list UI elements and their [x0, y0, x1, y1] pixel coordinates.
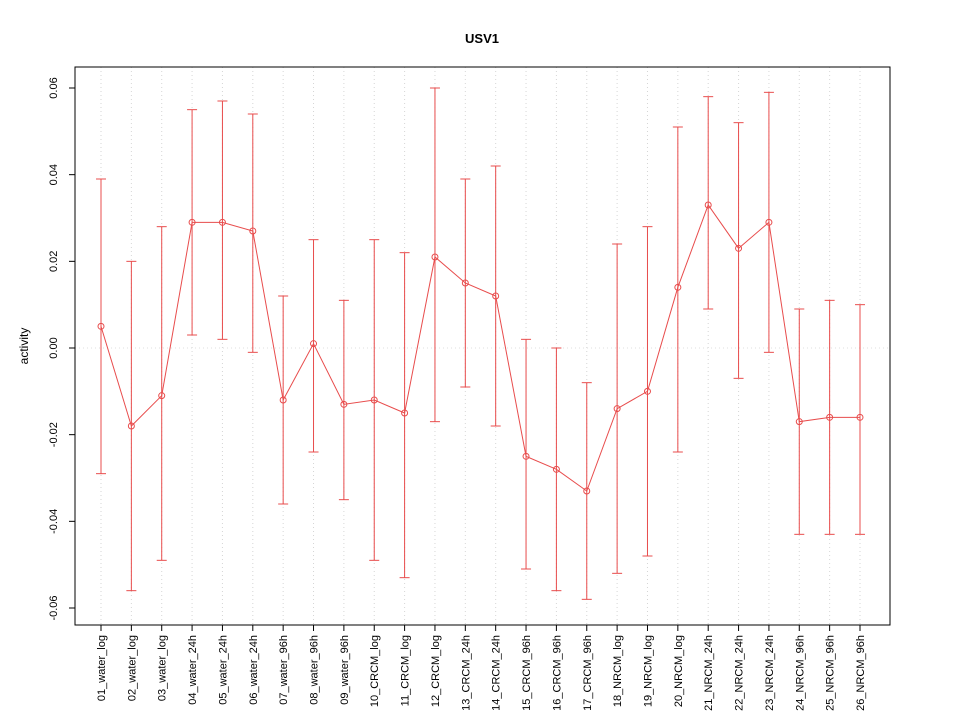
- data-point: [461, 279, 469, 287]
- y-tick-label: -0.02: [48, 422, 60, 447]
- y-axis-label: activity: [17, 328, 31, 365]
- x-tick-label: 16_CRCM_96h: [551, 635, 563, 711]
- data-point: [522, 452, 530, 460]
- x-tick-label: 23_NRCM_24h: [764, 635, 776, 711]
- x-tick-label: 09_water_96h: [339, 635, 351, 705]
- x-tick-label: 04_water_24h: [187, 635, 199, 705]
- data-point: [249, 227, 257, 235]
- data-point: [340, 400, 348, 408]
- data-point: [735, 244, 743, 252]
- series-line: [100, 203, 860, 492]
- data-point: [188, 218, 196, 226]
- data-point: [583, 487, 591, 495]
- x-tick-label: 02_water_log: [126, 635, 138, 701]
- chart-title: USV1: [465, 31, 499, 46]
- x-tick-label: 08_water_96h: [309, 635, 321, 705]
- data-point: [795, 418, 803, 426]
- x-tick-label: 03_water_log: [157, 635, 169, 701]
- y-tick-label: 0.06: [48, 77, 60, 98]
- data-point: [127, 422, 135, 430]
- y-tick-label: -0.06: [48, 595, 60, 620]
- x-tick-label: 14_CRCM_24h: [491, 635, 503, 711]
- y-tick-label: 0.00: [48, 337, 60, 358]
- chart-layer: -0.06 -0.04 -0.02 0.00 0.02 0.04 0.06 01_water_…: [48, 66, 891, 711]
- x-tick-label: 10_CRCM_log: [369, 635, 381, 707]
- data-point: [279, 396, 287, 404]
- data-point: [552, 465, 560, 473]
- x-tick-label: 05_water_24h: [217, 635, 229, 705]
- data-point: [674, 283, 682, 291]
- x-tick-label: 17_CRCM_96h: [582, 635, 594, 711]
- y-tick-label: -0.04: [48, 509, 60, 534]
- x-tick-label: 26_NRCM_96h: [855, 635, 867, 711]
- x-tick-label: 06_water_24h: [248, 635, 260, 705]
- plot-border: [74, 66, 891, 626]
- x-tick-label: 20_NRCM_log: [673, 635, 685, 707]
- data-point: [856, 413, 864, 421]
- data-point: [765, 218, 773, 226]
- data-point: [643, 387, 651, 395]
- data-point: [704, 201, 712, 209]
- data-point: [613, 405, 621, 413]
- x-tick-label: 19_NRCM_log: [642, 635, 654, 707]
- y-tick-label: 0.04: [48, 164, 60, 185]
- x-tick-label: 24_NRCM_96h: [794, 635, 806, 711]
- data-point: [158, 392, 166, 400]
- x-tick-label: 13_CRCM_24h: [460, 635, 472, 711]
- data-point: [492, 292, 500, 300]
- x-tick-label: 07_water_96h: [278, 635, 290, 705]
- data-point: [97, 322, 105, 330]
- data-point: [401, 409, 409, 417]
- data-point: [370, 396, 378, 404]
- x-tick-label: 15_CRCM_96h: [521, 635, 533, 711]
- x-tick-label: 01_water_log: [96, 635, 108, 701]
- data-point: [431, 253, 439, 261]
- x-tick-label: 21_NRCM_24h: [703, 635, 715, 711]
- data-point: [826, 413, 834, 421]
- x-tick-label: 25_NRCM_96h: [825, 635, 837, 711]
- data-point: [218, 218, 226, 226]
- x-tick-label: 12_CRCM_log: [430, 635, 442, 707]
- data-point: [310, 340, 318, 348]
- x-tick-label: 11_CRCM_log: [400, 635, 412, 706]
- y-tick-label: 0.02: [48, 251, 60, 272]
- x-tick-label: 22_NRCM_24h: [734, 635, 746, 711]
- x-tick-label: 18_NRCM_log: [612, 635, 624, 707]
